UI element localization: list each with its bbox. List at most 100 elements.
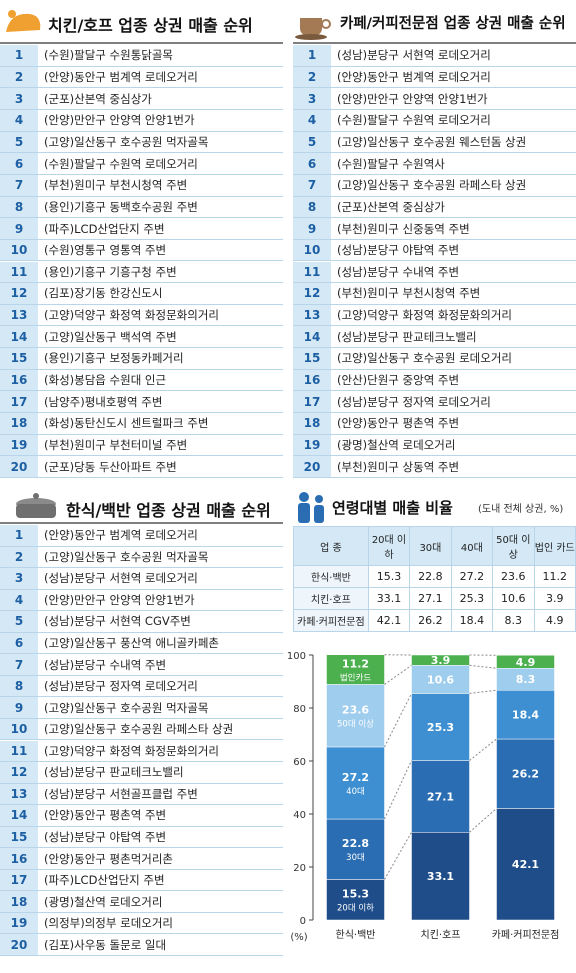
- rank-name: (고양)일산동구 호수공원 라페스타 상권: [337, 178, 527, 193]
- rank-name: (수원)팔달구 수원역 로데오거리: [337, 113, 491, 128]
- header-cell: 20대 이하: [367, 526, 411, 566]
- segment-label: 3.9: [431, 654, 451, 667]
- rank-row: 1 (안양)동안구 범계역 로데오거리: [0, 525, 283, 547]
- rank-name: (부천)원미구 부천시청역 주변: [337, 286, 481, 301]
- bar-segment: [496, 808, 555, 921]
- rank-number: 17: [0, 391, 38, 413]
- rank-name: (안양)만안구 안양역 안양1번가: [337, 91, 488, 106]
- rank-name: (안산)단원구 중앙역 주변: [337, 373, 460, 388]
- rank-row: 14 (안양)동안구 평촌역 주변: [0, 805, 283, 827]
- rank-name: (부천)원미구 상동역 주변: [337, 459, 460, 474]
- segment-label: 27.2: [342, 771, 369, 784]
- rank-name: (성남)분당구 서현역 로데오거리: [44, 571, 198, 586]
- rank-name: (안양)만안구 안양역 안양1번가: [44, 592, 195, 607]
- value-cell: 26.2: [409, 609, 452, 632]
- data-row: 한식·백반 15.3 22.8 27.2 23.6 11.2: [293, 565, 576, 588]
- value-cell: 3.9: [533, 587, 576, 610]
- rank-number: 19: [0, 912, 38, 934]
- rank-number: 2: [293, 66, 331, 88]
- rank-name: (광명)철산역 로데오거리: [44, 894, 163, 909]
- y-tick-label: 20: [293, 863, 306, 874]
- y-tick-label: 60: [293, 757, 306, 768]
- value-cell: 22.8: [409, 565, 452, 588]
- connector: [469, 664, 497, 669]
- rank-row: 2 (고양)일산동구 호수공원 먹자골목: [0, 546, 283, 569]
- rank-name: (성남)분당구 서현골프클럽 주변: [44, 786, 198, 801]
- segment-label: 22.8: [342, 837, 369, 850]
- value-cell: 11.2: [533, 565, 576, 588]
- rank-row: 7 (고양)일산동구 호수공원 라페스타 상권: [293, 174, 576, 197]
- rank-number: 15: [293, 348, 331, 369]
- panel-title: 연령대별 매출 비율: [332, 499, 453, 517]
- connector: [384, 664, 412, 685]
- rank-name: (성남)분당구 서현역 로데오거리: [337, 48, 491, 63]
- connector: [384, 760, 412, 820]
- rank-number: 4: [293, 109, 331, 131]
- rank-number: 16: [0, 848, 38, 869]
- rank-number: 3: [0, 568, 38, 589]
- rank-row: 16 (안산)단원구 중앙역 주변: [293, 369, 576, 392]
- bar-segment: [326, 654, 385, 685]
- rank-row: 19 (의정부)의정부 로데오거리: [0, 912, 283, 935]
- rank-number: 6: [0, 153, 38, 174]
- rank-name: (고양)일산동구 호수공원 먹자골목: [44, 549, 209, 564]
- rank-row: 13 (고양)덕양구 화정역 화정문화의거리: [293, 304, 576, 327]
- rank-name: (용인)기흥구 동백호수공원 주변: [44, 199, 198, 214]
- panel-title: 한식/백반 업종 상권 매출 순위: [66, 501, 271, 520]
- bar-segment: [326, 684, 385, 748]
- rank-name: (성남)분당구 야탑역 주변: [337, 243, 460, 258]
- rank-row: 16 (안양)동안구 평촌먹거리촌: [0, 848, 283, 870]
- value-cell: 4.9: [533, 609, 576, 632]
- rank-number: 1: [0, 525, 38, 546]
- rank-row: 2 (안양)동안구 범계역 로데오거리: [0, 66, 283, 89]
- bar-segment: [411, 693, 470, 761]
- rank-row: 11 (용인)기흥구 기흥구청 주변: [0, 261, 283, 284]
- rank-row: 11 (성남)분당구 수내역 주변: [293, 261, 576, 284]
- rank-name: (고양)일산동구 풍산역 애니골카페촌: [44, 636, 219, 651]
- rank-row: 3 (안양)만안구 안양역 안양1번가: [293, 88, 576, 110]
- segment-name: 법인카드: [340, 673, 371, 684]
- rank-name: (성남)분당구 정자역 로데오거리: [44, 679, 198, 694]
- rank-row: 9 (부천)원미구 신중동역 주변: [293, 218, 576, 240]
- segment-label: 15.3: [342, 888, 369, 901]
- value-cell: 15.3: [367, 565, 411, 588]
- rank-name: (성남)분당구 수내역 주변: [337, 264, 460, 279]
- segment-label: 4.9: [516, 656, 536, 669]
- x-tick-label: 한식·백반: [336, 929, 376, 941]
- bar-segment: [326, 746, 385, 820]
- rank-name: (파주)LCD산업단지 주변: [44, 221, 165, 236]
- rank-number: 15: [0, 348, 38, 369]
- rank-row: 8 (용인)기흥구 동백호수공원 주변: [0, 196, 283, 219]
- rank-number: 14: [0, 805, 38, 826]
- rank-number: 20: [293, 456, 331, 477]
- rank-row: 10 (고양)일산동구 호수공원 라페스타 상권: [0, 718, 283, 741]
- segment-label: 8.3: [516, 673, 536, 686]
- segment-label: 23.6: [342, 704, 369, 717]
- connector: [469, 689, 497, 694]
- rank-name: (고양)덕양구 화정역 화정문화의거리: [44, 308, 219, 323]
- rank-name: (고양)일산동구 백석역 주변: [44, 329, 177, 344]
- bar-segment: [496, 689, 555, 740]
- header-cell: 법인 카드: [533, 526, 576, 566]
- rank-name: (성남)분당구 수내역 주변: [44, 657, 167, 672]
- rank-number: 20: [0, 934, 38, 955]
- rank-number: 3: [293, 88, 331, 109]
- rank-name: (용인)기흥구 보정동카페거리: [44, 351, 184, 366]
- cup-icon: [295, 18, 331, 40]
- rank-name: (김포)장기동 한강신도시: [44, 286, 163, 301]
- value-cell: 27.2: [450, 565, 494, 588]
- rank-number: 13: [293, 304, 331, 326]
- bar-segment: [496, 738, 555, 809]
- rank-name: (고양)덕양구 화정역 화정문화의거리: [44, 743, 219, 758]
- rank-number: 1: [293, 45, 331, 66]
- value-cell: 8.3: [492, 609, 535, 632]
- bar-segment: [411, 760, 470, 833]
- rank-row: 18 (광명)철산역 로데오거리: [0, 891, 283, 913]
- rank-row: 12 (성남)분당구 판교테크노밸리: [0, 762, 283, 784]
- rank-name: (안양)동안구 범계역 로데오거리: [337, 69, 491, 84]
- rank-number: 5: [0, 131, 38, 153]
- rank-row: 20 (부천)원미구 상동역 주변: [293, 456, 576, 478]
- rank-number: 11: [0, 261, 38, 283]
- rank-row: 2 (안양)동안구 범계역 로데오거리: [293, 66, 576, 89]
